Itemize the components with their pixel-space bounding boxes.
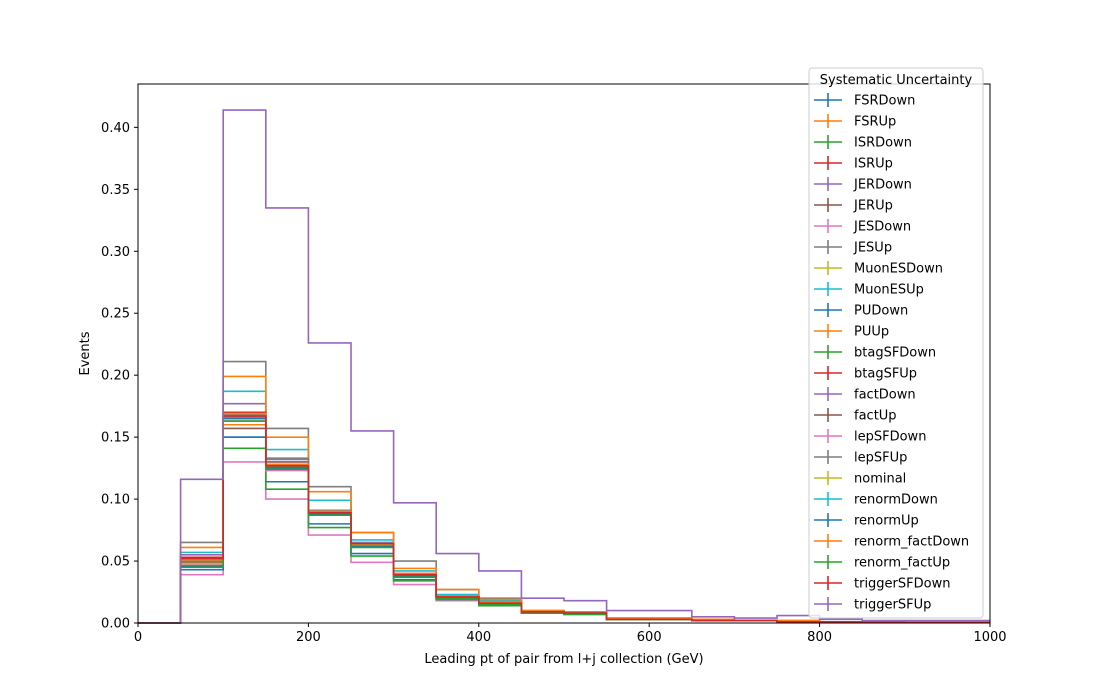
legend-entry: FSRUp — [814, 114, 896, 130]
legend-entry: ISRDown — [814, 135, 912, 151]
legend-label: MuonESDown — [854, 262, 943, 277]
legend-entry: renorm_factDown — [814, 534, 969, 550]
legend: Systematic Uncertainty FSRDown FSRUp ISRDo… — [808, 67, 984, 619]
legend-entries: FSRDown FSRUp ISRDown ISRUp JERDown JERUp JESD… — [814, 93, 969, 613]
y-tick-label: 0.35 — [101, 183, 130, 198]
x-tick-label: 400 — [466, 630, 491, 645]
plot-frame — [137, 83, 991, 624]
legend-label: renorm_factDown — [854, 535, 969, 550]
legend-label: factDown — [854, 388, 916, 403]
legend-entry: lepSFDown — [814, 429, 926, 445]
y-tick-label: 0.05 — [101, 555, 130, 570]
legend-label: renorm_factUp — [854, 556, 950, 571]
legend-label: renormDown — [854, 493, 938, 508]
legend-entry: JERDown — [814, 177, 912, 193]
legend-entry: factDown — [814, 387, 916, 403]
y-axis-ticks: 0.00 0.05 0.10 0.15 0.20 0.25 0.30 0.35 0.40 — [101, 121, 138, 632]
legend-entry: renormUp — [814, 513, 919, 529]
y-tick-label: 0.00 — [101, 617, 130, 632]
legend-entry: triggerSFDown — [814, 576, 950, 592]
series-layer — [138, 109, 990, 624]
y-tick-label: 0.25 — [101, 307, 130, 322]
series-line-triggerSFDown — [138, 415, 990, 624]
x-tick-label: 200 — [296, 630, 321, 645]
legend-entry: renormDown — [814, 492, 938, 508]
legend-entry: JERUp — [814, 198, 893, 214]
legend-entry: MuonESUp — [814, 282, 924, 298]
legend-label: btagSFUp — [854, 367, 917, 382]
legend-label: ISRUp — [854, 157, 893, 172]
legend-entry: triggerSFUp — [814, 597, 931, 613]
legend-label: MuonESUp — [854, 283, 924, 298]
legend-label: JERUp — [853, 199, 893, 214]
legend-entry: nominal — [814, 471, 906, 487]
legend-entry: PUDown — [814, 303, 908, 319]
legend-label: JESDown — [853, 220, 911, 235]
legend-label: lepSFUp — [854, 451, 907, 466]
legend-entry: factUp — [814, 408, 897, 424]
legend-label: PUDown — [854, 304, 908, 319]
legend-label: btagSFDown — [854, 346, 936, 361]
legend-label: FSRUp — [854, 115, 896, 130]
legend-label: FSRDown — [854, 94, 915, 109]
legend-label: triggerSFUp — [854, 598, 931, 613]
legend-entry: renorm_factUp — [814, 555, 950, 571]
y-axis-label: Events — [78, 331, 93, 375]
legend-box — [808, 67, 984, 619]
x-axis-ticks: 0 200 400 600 800 1000 — [134, 623, 1007, 645]
legend-label: PUUp — [854, 325, 889, 340]
legend-entry: btagSFDown — [814, 345, 936, 361]
legend-entry: JESUp — [814, 240, 892, 256]
legend-entry: btagSFUp — [814, 366, 917, 382]
legend-title: Systematic Uncertainty — [820, 73, 973, 88]
legend-label: renormUp — [854, 514, 919, 529]
legend-label: nominal — [854, 472, 906, 487]
x-tick-label: 600 — [637, 630, 662, 645]
x-axis-label: Leading pt of pair from l+j collection (… — [424, 652, 703, 667]
legend-entry: ISRUp — [814, 156, 893, 172]
legend-entry: lepSFUp — [814, 450, 907, 466]
legend-label: JERDown — [853, 178, 912, 193]
legend-label: JESUp — [853, 241, 892, 256]
y-tick-label: 0.10 — [101, 493, 130, 508]
x-tick-label: 1000 — [973, 630, 1006, 645]
x-tick-label: 800 — [807, 630, 832, 645]
legend-entry: FSRDown — [814, 93, 915, 109]
legend-label: ISRDown — [854, 136, 912, 151]
legend-entry: PUUp — [814, 324, 889, 340]
x-tick-label: 0 — [134, 630, 142, 645]
legend-entry: JESDown — [814, 219, 911, 235]
y-tick-label: 0.15 — [101, 431, 130, 446]
legend-label: lepSFDown — [854, 430, 926, 445]
y-tick-label: 0.40 — [101, 121, 130, 136]
y-tick-label: 0.30 — [101, 245, 130, 260]
y-tick-label: 0.20 — [101, 369, 130, 384]
legend-label: factUp — [854, 409, 897, 424]
legend-entry: MuonESDown — [814, 261, 943, 277]
legend-label: triggerSFDown — [854, 577, 950, 592]
